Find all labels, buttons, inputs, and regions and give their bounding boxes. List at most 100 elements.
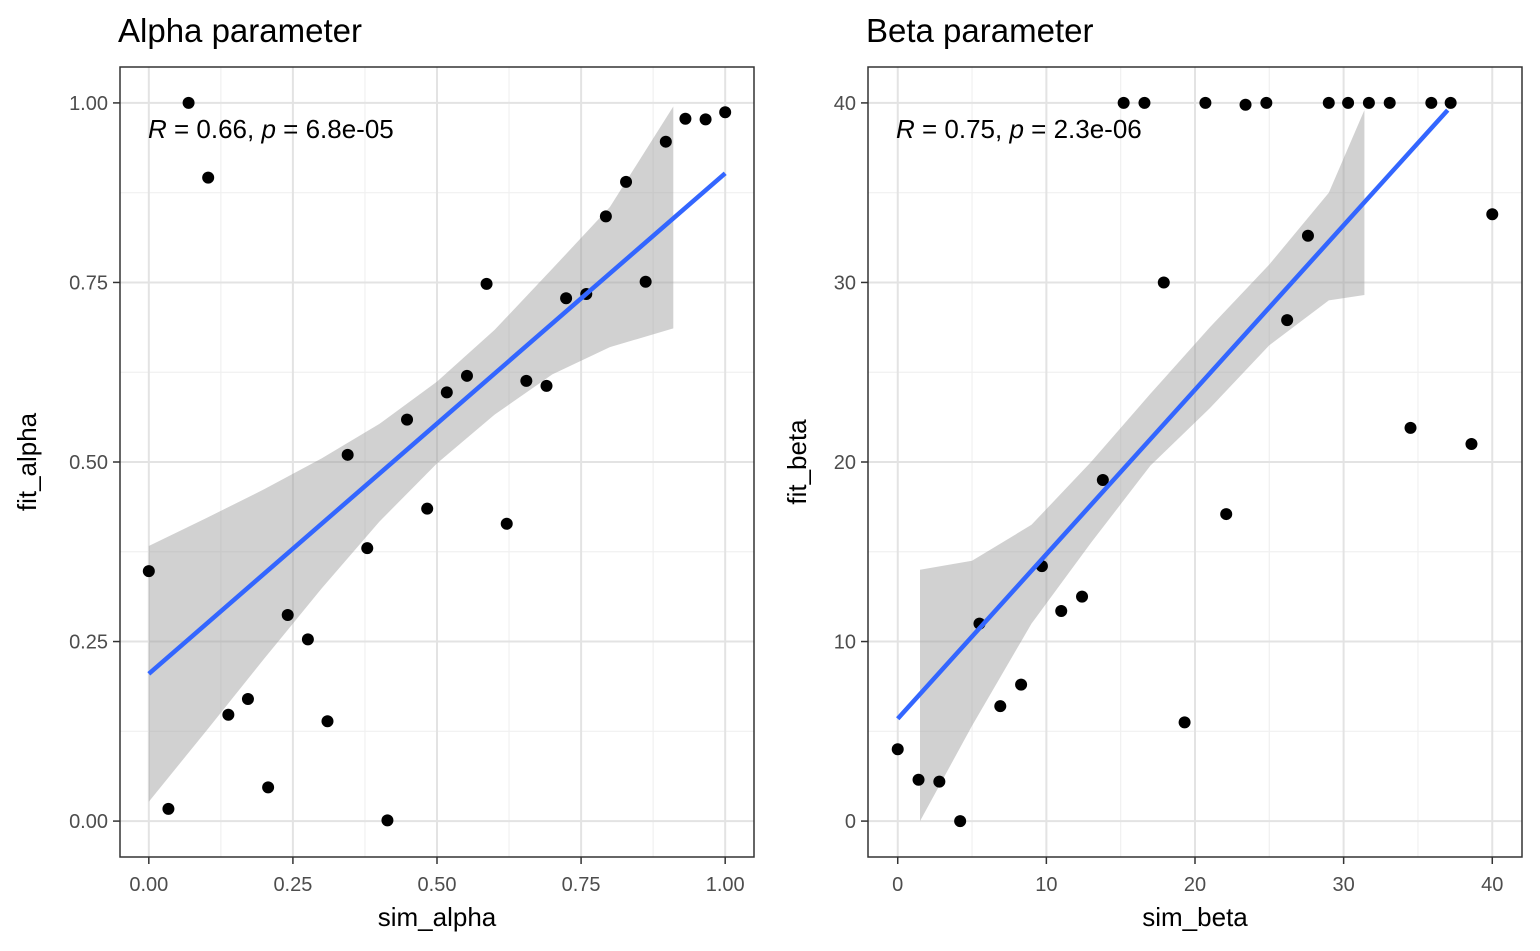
data-point (500, 517, 513, 530)
y-tick-label: 0.50 (69, 452, 108, 474)
annotation-r-value: = 0.75, (915, 114, 1010, 144)
data-point (540, 379, 553, 392)
x-axis-title: sim_alpha (378, 902, 497, 932)
y-axis-title: fit_beta (782, 419, 812, 505)
annotation-r-value: = 0.66, (167, 114, 262, 144)
data-point (142, 565, 155, 578)
data-point (401, 413, 414, 426)
data-point (361, 542, 374, 555)
annotation-r-symbol: R (896, 114, 915, 144)
data-point (1425, 96, 1438, 109)
data-point (1157, 276, 1170, 289)
confidence-band (148, 106, 674, 802)
data-point (341, 448, 354, 461)
data-point (699, 113, 712, 126)
x-tick-label: 0.00 (129, 874, 168, 896)
data-point (620, 175, 633, 188)
data-point (1220, 508, 1233, 521)
data-point (520, 374, 533, 387)
data-point (321, 715, 334, 728)
data-point (599, 210, 612, 223)
data-point (162, 802, 175, 815)
data-point (1260, 96, 1273, 109)
correlation-annotation: R = 0.75, p = 2.3e-06 (896, 114, 1142, 144)
data-point (182, 96, 195, 109)
data-point (1322, 96, 1335, 109)
data-point (1486, 208, 1499, 221)
data-point (421, 502, 434, 515)
data-point (891, 743, 904, 756)
data-point (1404, 421, 1417, 434)
annotation-p-symbol: p (1008, 114, 1023, 144)
data-point (1362, 96, 1375, 109)
data-point (994, 700, 1007, 713)
annotation-p-value: = 2.3e-06 (1024, 114, 1142, 144)
y-tick-label: 0.75 (69, 272, 108, 294)
data-point (1383, 96, 1396, 109)
annotation-p-symbol: p (260, 114, 275, 144)
data-point (1239, 98, 1252, 111)
data-point (222, 708, 235, 721)
x-tick-label: 0.75 (562, 874, 601, 896)
annotation-r-symbol: R (148, 114, 167, 144)
correlation-annotation: R = 0.66, p = 6.8e-05 (148, 114, 394, 144)
x-tick-label: 10 (1035, 874, 1057, 896)
data-point (1055, 605, 1068, 618)
x-tick-label: 20 (1184, 874, 1206, 896)
data-point (301, 633, 314, 646)
data-point (381, 814, 394, 827)
data-point (659, 135, 672, 148)
x-tick-label: 0.50 (418, 874, 457, 896)
data-point (954, 815, 967, 828)
data-point (1076, 590, 1089, 603)
x-tick-label: 0.25 (273, 874, 312, 896)
y-tick-label: 0.00 (69, 811, 108, 833)
data-point (679, 112, 692, 125)
x-axis-title: sim_beta (1142, 902, 1248, 932)
chart-title: Alpha parameter (118, 12, 362, 49)
data-point (440, 386, 453, 399)
data-point (262, 781, 275, 794)
data-point (1199, 96, 1212, 109)
regression-line (896, 108, 1450, 721)
y-tick-label: 0 (845, 811, 856, 833)
data-point (1342, 96, 1355, 109)
x-tick-label: 30 (1333, 874, 1355, 896)
panel-alpha: 0.00 0.25 0.50 0.75 1.00 0.00 0.25 0.50 0.75 1.00… (12, 12, 755, 932)
x-tick-label: 40 (1481, 874, 1503, 896)
data-point (639, 275, 652, 288)
y-tick-label: 40 (834, 93, 856, 115)
data-point (1178, 716, 1191, 729)
y-tick-label: 1.00 (69, 93, 108, 115)
data-point (1117, 96, 1130, 109)
data-point (460, 369, 473, 382)
data-point (1138, 96, 1151, 109)
data-point (1281, 314, 1294, 327)
y-tick-label: 10 (834, 632, 856, 654)
y-tick-label: 20 (834, 452, 856, 474)
y-axis-title: fit_alpha (12, 412, 42, 511)
annotation-p-value: = 6.8e-05 (276, 114, 394, 144)
data-point (560, 292, 573, 305)
data-point (1444, 96, 1457, 109)
regression-line (147, 171, 727, 676)
data-point (202, 171, 215, 184)
data-point (933, 775, 946, 788)
chart-title: Beta parameter (866, 12, 1093, 49)
data-point (281, 608, 294, 621)
x-tick-label: 0 (892, 874, 903, 896)
y-tick-label: 30 (834, 272, 856, 294)
data-point (719, 106, 732, 119)
y-tick-label: 0.25 (69, 632, 108, 654)
data-point (480, 277, 493, 290)
confidence-band (920, 110, 1365, 822)
data-point (1465, 438, 1478, 451)
data-point (1301, 229, 1314, 242)
data-point (912, 773, 925, 786)
data-point (1096, 473, 1109, 486)
data-point (241, 693, 254, 705)
panel-beta: 0 10 20 30 40 0 10 20 30 40 Beta parameter sim_beta… (782, 12, 1523, 932)
data-point (1015, 678, 1028, 691)
